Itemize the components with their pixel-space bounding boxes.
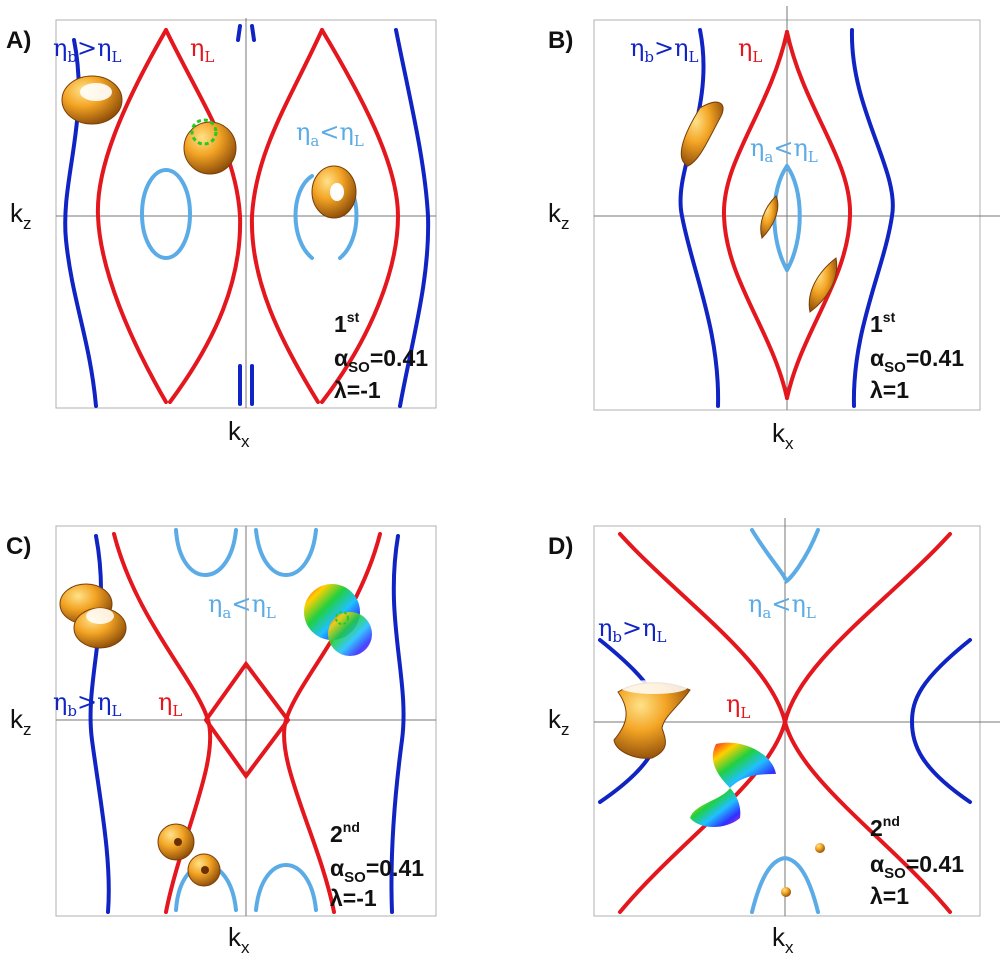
panel-c-eta-l-left [112,532,213,914]
panel-b-order: 1st [870,309,896,337]
panel-d: D) ηa<ηL ηb>ηL ηL 2nd αSO=0.41 λ=1 kz kx [548,518,1000,957]
panel-a-eta-a-arc-right-left [293,174,314,260]
panel-b-eta-l-left [721,30,789,400]
panel-c-surface-rainbow [304,584,372,656]
panel-a-kx-label: kx [228,416,250,451]
panel-c-surface-tube [59,583,127,649]
panel-a-order: 1st [334,309,360,337]
panel-a-kz-label: kz [10,198,32,233]
panel-b-lambda: λ=1 [870,377,909,403]
panel-c-surface-double-torus [157,823,221,887]
panel-a-surface-torus [311,165,357,219]
panel-a-eta-a-loop-left [140,168,192,260]
panel-c-kz-label: kz [10,704,32,739]
panel-c-eta-a-top-right [254,528,318,577]
panel-d-kz-label: kz [548,704,570,739]
panel-d-eta-a-bottom [750,855,820,914]
panel-c-eta-a-top-left [174,528,238,577]
panel-b-eta-l-right [785,30,853,400]
panel-a: A) ηb>ηL ηL ηa<ηL 1st αSO=0.41 λ=-1 kz k… [6,18,437,451]
panel-a-eta-b-stub-top-right [250,24,256,42]
panel-c-eta-a-bottom-right [254,863,318,912]
panel-d-eta-l-lower [618,714,952,914]
panel-c-label: C) [6,533,31,560]
panel-d-label: D) [548,533,573,560]
panel-a-eta-l-right-outer [320,28,401,404]
panel-b-eta-b-label: ηb>ηL [630,34,699,66]
panel-a-eta-l-left-outer [95,28,168,404]
panel-b: B) ηb>ηL ηL ηa<ηL 1st αSO=0.41 λ=1 kz kx [548,6,1000,453]
panel-b-kz-label: kz [548,198,570,233]
panel-d-eta-l-label: ηL [726,690,750,722]
panel-d-eta-a-label: ηa<ηL [748,590,816,622]
panel-a-eta-l-right-inner [249,28,324,404]
panel-a-eta-a-label: ηa<ηL [296,118,364,150]
panel-c-eta-a-label: ηa<ηL [208,590,276,622]
panel-a-eta-b-stub-top-left [236,24,242,42]
panel-b-alpha: αSO=0.41 [870,345,964,376]
panel-c-lambda: λ=-1 [330,885,377,911]
panel-a-eta-b-label: ηb>ηL [53,34,122,66]
panel-d-frame [593,525,981,917]
panel-b-surface-lens [808,257,838,313]
panel-c-eta-b-label: ηb>ηL [53,688,122,720]
panel-b-surface-tube [680,101,724,167]
panel-d-surface-rainbow-cone [690,742,776,827]
panel-a-lambda: λ=-1 [334,377,381,403]
panel-c-eta-l-label: ηL [158,688,182,720]
panel-d-surface-hourglass [613,680,691,759]
panel-b-eta-a-right [785,164,802,272]
panel-b-label: B) [548,27,573,54]
panel-d-eta-a-top [750,528,820,584]
panel-a-surface-tube [61,75,123,125]
panel-b-surface-small [760,195,779,239]
panel-b-eta-b-curve-left [678,28,721,408]
panel-b-eta-l-label: ηL [738,34,762,66]
panel-d-eta-b-right [909,638,972,804]
panel-c-kx-label: kx [228,922,250,957]
panel-c-order: 2nd [330,819,360,847]
panel-a-eta-b-curve-right [394,28,431,408]
panel-d-lambda: λ=1 [870,883,909,909]
panel-b-kx-label: kx [772,418,794,453]
panel-b-eta-a-label: ηa<ηL [750,134,818,166]
panel-c-eta-l-diamond [203,660,291,780]
panel-c-alpha: αSO=0.41 [330,855,424,886]
panel-d-order: 2nd [870,813,900,841]
panel-a-label: A) [6,27,31,54]
panel-d-alpha: αSO=0.41 [870,851,964,882]
panel-d-surface-tiny [781,843,825,897]
panel-c: C) ηa<ηL ηb>ηL ηL 2nd αSO=0.41 λ=-1 kz k… [6,525,437,957]
panel-b-eta-a-left [772,164,789,272]
panel-a-alpha: αSO=0.41 [334,345,428,376]
panel-b-eta-b-curve-right [849,28,895,408]
panel-d-eta-b-label: ηb>ηL [598,614,667,646]
panel-c-eta-b-curve-right [389,534,406,914]
panel-a-surface-sphere [183,118,237,175]
panel-a-eta-l-left-inner [164,28,243,404]
panel-d-kx-label: kx [772,922,794,957]
panel-a-eta-l-label: ηL [190,34,214,66]
